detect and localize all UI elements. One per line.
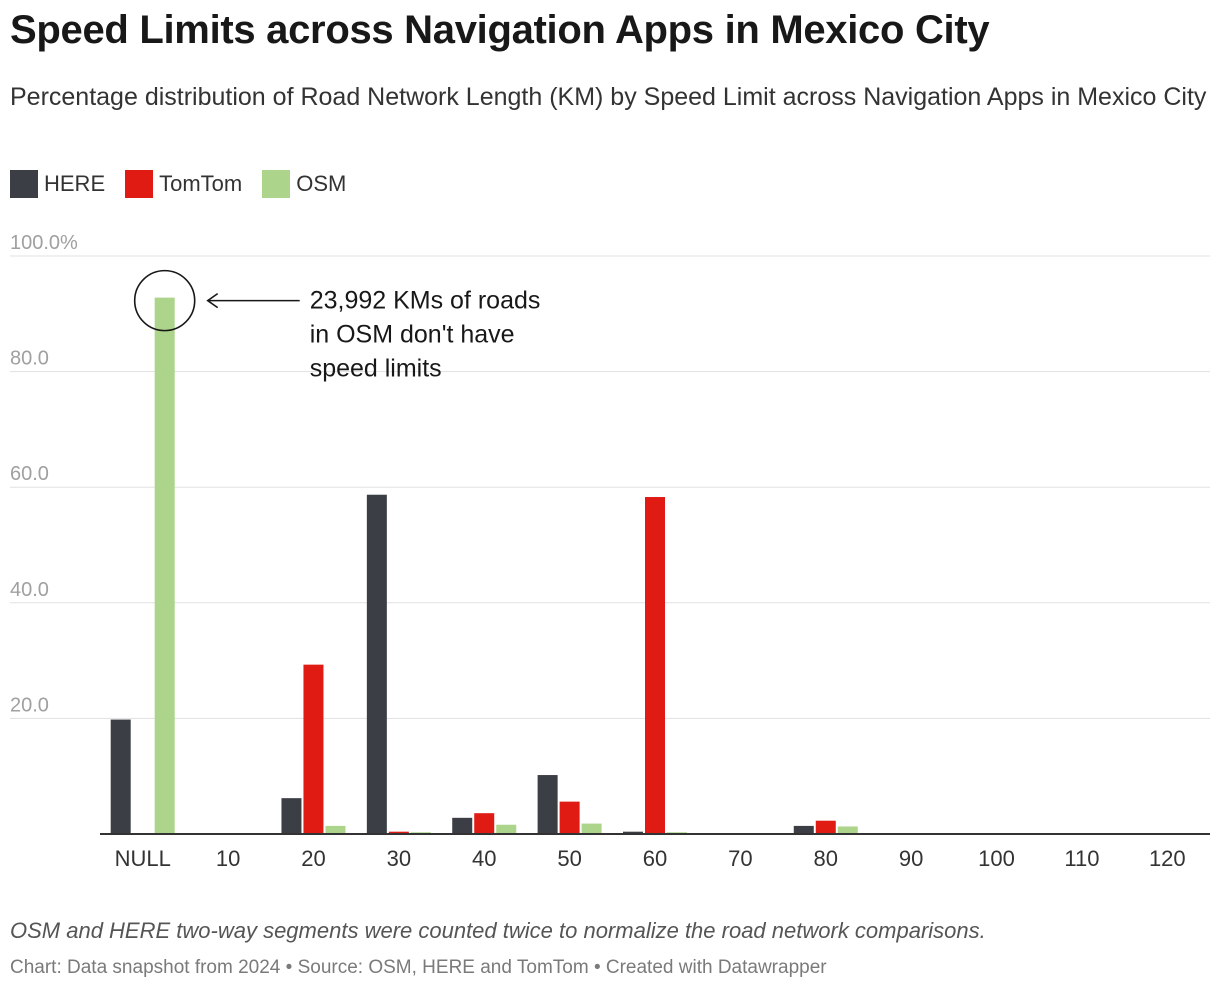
y-tick-label-80: 80.0 bbox=[10, 348, 49, 370]
bar-tomtom-80 bbox=[815, 820, 836, 834]
annotation: 23,992 KMs of roads in OSM don't have spee… bbox=[133, 269, 541, 383]
bars bbox=[110, 297, 858, 835]
bar-chart: 20.0 40.0 60.0 80.0 100.0% NULL 10 20 30 40 50 60 7… bbox=[10, 232, 1210, 871]
x-tick-label-null: NULL bbox=[115, 846, 171, 871]
legend-item-tomtom: TomTom bbox=[125, 170, 242, 198]
legend: HERE TomTom OSM bbox=[10, 170, 366, 198]
y-tick-label-40: 40.0 bbox=[10, 579, 49, 601]
chart-title: Speed Limits across Navigation Apps in M… bbox=[10, 8, 990, 52]
bar-tomtom-30 bbox=[388, 831, 409, 834]
bar-here-80 bbox=[793, 825, 814, 834]
legend-swatch-here bbox=[10, 170, 38, 198]
bar-here-50 bbox=[537, 775, 558, 834]
bar-osm-40 bbox=[496, 824, 517, 834]
bar-osm-null bbox=[154, 297, 175, 835]
legend-label-here: HERE bbox=[44, 171, 106, 196]
legend-label-osm: OSM bbox=[296, 171, 347, 196]
x-axis-tick-labels: NULL 10 20 30 40 50 60 70 80 90 100 110 120 bbox=[115, 846, 1186, 871]
annotation-text-line-2: in OSM don't have bbox=[310, 321, 515, 349]
bar-tomtom-60 bbox=[645, 497, 665, 834]
x-tick-label-40: 40 bbox=[472, 846, 496, 871]
annotation-circle bbox=[133, 269, 196, 332]
y-tick-label-60: 60.0 bbox=[10, 463, 49, 485]
y-tick-label-20: 20.0 bbox=[10, 694, 49, 716]
bar-osm-20 bbox=[325, 825, 346, 834]
grid-lines bbox=[10, 255, 1210, 719]
legend-item-here: HERE bbox=[10, 170, 105, 198]
x-tick-label-70: 70 bbox=[728, 846, 752, 871]
chart-subtitle: Percentage distribution of Road Network … bbox=[10, 83, 1207, 111]
x-tick-label-20: 20 bbox=[301, 846, 325, 871]
x-tick-label-120: 120 bbox=[1149, 846, 1186, 871]
x-tick-label-100: 100 bbox=[978, 846, 1015, 871]
chart-credit: Chart: Data snapshot from 2024 • Source:… bbox=[10, 957, 827, 978]
legend-item-osm: OSM bbox=[262, 170, 346, 198]
bar-tomtom-40 bbox=[474, 813, 495, 834]
x-tick-label-30: 30 bbox=[387, 846, 411, 871]
legend-swatch-tomtom bbox=[125, 170, 154, 198]
y-tick-label-100: 100.0% bbox=[10, 232, 78, 254]
bar-osm-50 bbox=[581, 823, 602, 834]
legend-label-tomtom: TomTom bbox=[159, 171, 243, 196]
bar-tomtom-20 bbox=[303, 664, 324, 834]
x-tick-label-10: 10 bbox=[216, 846, 240, 871]
annotation-arrowhead bbox=[206, 292, 219, 309]
y-axis-tick-labels: 20.0 40.0 60.0 80.0 100.0% bbox=[10, 232, 78, 716]
bar-here-20 bbox=[281, 798, 302, 834]
annotation-text-line-1: 23,992 KMs of roads bbox=[310, 287, 541, 315]
bar-here-60 bbox=[623, 831, 643, 834]
bar-tomtom-50 bbox=[559, 801, 580, 834]
x-tick-label-50: 50 bbox=[557, 846, 581, 871]
bar-osm-80 bbox=[837, 826, 858, 834]
x-tick-label-80: 80 bbox=[814, 846, 838, 871]
x-tick-label-110: 110 bbox=[1064, 846, 1099, 871]
annotation-text-line-3: speed limits bbox=[310, 355, 442, 383]
chart-note: OSM and HERE two-way segments were count… bbox=[10, 918, 986, 943]
x-tick-label-60: 60 bbox=[643, 846, 667, 871]
x-tick-label-90: 90 bbox=[899, 846, 923, 871]
bar-here-40 bbox=[452, 817, 473, 834]
bar-here-30 bbox=[366, 494, 387, 834]
bar-here-null bbox=[110, 719, 131, 834]
legend-swatch-osm bbox=[262, 170, 291, 198]
